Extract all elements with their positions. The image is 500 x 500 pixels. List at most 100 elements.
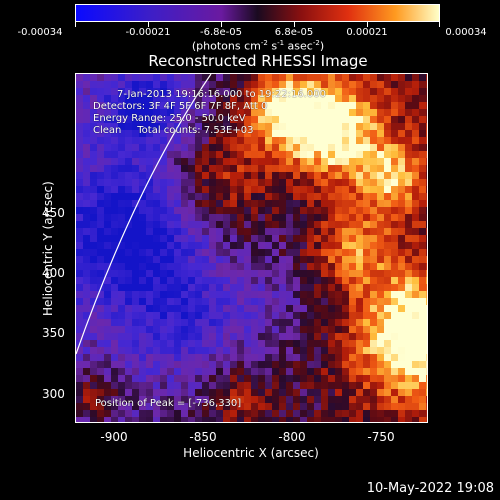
- image-pixel: [216, 263, 223, 270]
- image-pixel: [370, 130, 377, 137]
- image-pixel: [370, 179, 377, 186]
- image-pixel: [377, 109, 384, 116]
- clean-counts-text: Clean Total counts: 7.53E+03: [93, 125, 254, 136]
- image-pixel: [111, 417, 118, 422]
- image-pixel: [307, 312, 314, 319]
- image-pixel: [398, 221, 405, 228]
- image-pixel: [160, 333, 167, 340]
- image-pixel: [223, 228, 230, 235]
- image-pixel: [230, 270, 237, 277]
- image-pixel: [209, 74, 216, 81]
- image-pixel: [412, 228, 419, 235]
- image-pixel: [384, 200, 391, 207]
- image-pixel: [377, 375, 384, 382]
- image-pixel: [342, 186, 349, 193]
- image-pixel: [139, 417, 146, 422]
- image-pixel: [160, 200, 167, 207]
- image-pixel: [363, 263, 370, 270]
- image-pixel: [188, 179, 195, 186]
- image-pixel: [230, 312, 237, 319]
- image-pixel: [174, 277, 181, 284]
- image-pixel: [363, 158, 370, 165]
- image-pixel: [237, 277, 244, 284]
- image-pixel: [426, 396, 427, 403]
- image-pixel: [405, 95, 412, 102]
- image-pixel: [258, 221, 265, 228]
- image-pixel: [321, 102, 328, 109]
- image-pixel: [279, 312, 286, 319]
- image-pixel: [419, 74, 426, 81]
- image-pixel: [258, 235, 265, 242]
- image-pixel: [90, 74, 97, 81]
- image-pixel: [286, 368, 293, 375]
- image-pixel: [216, 298, 223, 305]
- image-pixel: [97, 333, 104, 340]
- image-pixel: [181, 312, 188, 319]
- image-pixel: [293, 221, 300, 228]
- image-pixel: [167, 172, 174, 179]
- image-pixel: [153, 284, 160, 291]
- image-pixel: [188, 263, 195, 270]
- image-pixel: [153, 389, 160, 396]
- image-pixel: [76, 88, 83, 95]
- image-pixel: [363, 284, 370, 291]
- image-pixel: [195, 312, 202, 319]
- image-pixel: [265, 123, 272, 130]
- image-pixel: [328, 305, 335, 312]
- image-pixel: [230, 403, 237, 410]
- image-pixel: [265, 382, 272, 389]
- image-pixel: [265, 284, 272, 291]
- image-pixel: [139, 291, 146, 298]
- image-pixel: [132, 242, 139, 249]
- image-pixel: [230, 81, 237, 88]
- image-pixel: [328, 277, 335, 284]
- image-pixel: [342, 319, 349, 326]
- image-pixel: [195, 179, 202, 186]
- image-pixel: [398, 263, 405, 270]
- image-pixel: [286, 410, 293, 417]
- image-pixel: [258, 382, 265, 389]
- image-pixel: [349, 333, 356, 340]
- image-pixel: [125, 319, 132, 326]
- image-pixel: [349, 403, 356, 410]
- image-pixel: [160, 291, 167, 298]
- image-pixel: [342, 382, 349, 389]
- image-pixel: [349, 88, 356, 95]
- image-pixel: [335, 284, 342, 291]
- image-pixel: [293, 389, 300, 396]
- image-pixel: [398, 130, 405, 137]
- image-pixel: [391, 249, 398, 256]
- image-pixel: [363, 361, 370, 368]
- image-pixel: [230, 144, 237, 151]
- image-pixel: [412, 396, 419, 403]
- image-pixel: [286, 277, 293, 284]
- image-pixel: [328, 193, 335, 200]
- image-pixel: [244, 151, 251, 158]
- image-pixel: [398, 382, 405, 389]
- image-pixel: [153, 410, 160, 417]
- image-pixel: [293, 179, 300, 186]
- image-pixel: [244, 298, 251, 305]
- image-pixel: [167, 319, 174, 326]
- image-pixel: [244, 417, 251, 422]
- image-pixel: [90, 200, 97, 207]
- image-pixel: [293, 81, 300, 88]
- image-pixel: [272, 137, 279, 144]
- image-pixel: [426, 221, 427, 228]
- image-pixel: [356, 396, 363, 403]
- image-pixel: [272, 326, 279, 333]
- image-pixel: [286, 382, 293, 389]
- image-pixel: [111, 200, 118, 207]
- image-pixel: [188, 193, 195, 200]
- image-pixel: [356, 165, 363, 172]
- image-pixel: [181, 158, 188, 165]
- image-pixel: [370, 214, 377, 221]
- image-pixel: [118, 144, 125, 151]
- image-pixel: [391, 102, 398, 109]
- image-pixel: [279, 165, 286, 172]
- image-pixel: [153, 137, 160, 144]
- image-pixel: [160, 235, 167, 242]
- image-pixel: [426, 368, 427, 375]
- image-pixel: [244, 312, 251, 319]
- image-pixel: [125, 81, 132, 88]
